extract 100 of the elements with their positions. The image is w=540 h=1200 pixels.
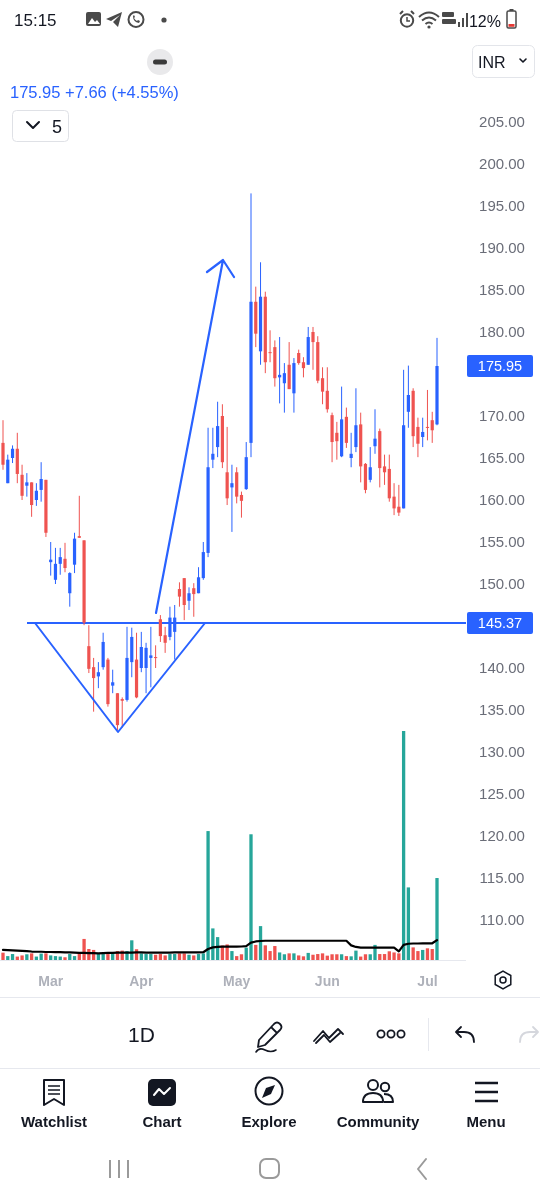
candlestick (1, 419, 5, 471)
bar (292, 953, 296, 960)
bar (158, 954, 163, 960)
y-tick-label: 120.00 (479, 827, 525, 844)
candlestick (163, 626, 167, 654)
candlestick (87, 624, 91, 674)
bar (425, 948, 430, 960)
bar (25, 954, 29, 960)
candlestick (373, 408, 377, 455)
bar (68, 954, 72, 960)
bar (239, 954, 244, 960)
candlestick (239, 491, 244, 519)
bar (401, 731, 406, 960)
y-tick-label: 150.00 (479, 575, 525, 592)
x-tick-label: Apr (129, 973, 154, 989)
candlestick (111, 669, 115, 694)
bar (10, 954, 15, 960)
candlestick (196, 566, 201, 594)
bar (421, 949, 425, 960)
candlestick (92, 657, 96, 713)
candlestick (430, 411, 434, 444)
bar (416, 951, 420, 960)
candlestick (187, 586, 191, 611)
bar (249, 834, 253, 960)
bar (330, 954, 334, 960)
y-tick-label: 185.00 (479, 281, 525, 298)
bar (235, 956, 239, 960)
candlestick (63, 542, 67, 573)
bar (192, 955, 196, 960)
bar (29, 953, 34, 960)
y-tick-label: 200.00 (479, 155, 525, 172)
y-tick-label: 130.00 (479, 743, 525, 760)
x-tick-label: May (223, 973, 251, 989)
bar (354, 950, 358, 960)
bar (163, 955, 167, 960)
bar (168, 954, 172, 960)
candlestick (58, 547, 62, 576)
candlestick (68, 571, 72, 608)
bar (382, 954, 387, 960)
candlestick (154, 644, 158, 669)
candlestick (20, 464, 24, 501)
y-tick-label: 195.00 (479, 197, 525, 214)
text: 12% (468, 13, 501, 30)
candlestick (216, 401, 220, 458)
candlestick (192, 582, 196, 618)
candlestick (382, 454, 387, 486)
bar (287, 953, 291, 960)
candlestick (6, 454, 10, 484)
text: INR (478, 54, 506, 71)
y-tick-label: 160.00 (479, 491, 525, 508)
y-tick-label: 170.00 (479, 407, 525, 424)
candlestick (177, 581, 182, 608)
y-tick-label: 140.00 (479, 659, 525, 676)
candlestick (421, 417, 425, 448)
x-tick-label: Mar (38, 973, 64, 989)
text: 1D (128, 1023, 155, 1046)
y-tick-label: 165.00 (479, 449, 525, 466)
candlestick (34, 482, 38, 507)
bar (206, 831, 210, 960)
candlestick (96, 661, 100, 689)
bar (1, 952, 5, 960)
y-tick-label: 135.00 (479, 701, 525, 718)
candlestick (39, 461, 43, 503)
bar (63, 957, 67, 960)
candlestick (230, 464, 234, 533)
bar (144, 954, 148, 960)
candlestick (320, 366, 325, 405)
bar (430, 949, 434, 960)
y-tick-label: 180.00 (479, 323, 525, 340)
x-tick-label: Jul (417, 973, 438, 989)
bar (44, 953, 48, 960)
bar (301, 956, 306, 960)
x-tick-label: Jun (314, 973, 340, 989)
text: Community (336, 1113, 420, 1130)
bar (20, 955, 24, 960)
candlestick (211, 427, 215, 469)
text: Menu (466, 1113, 506, 1130)
y-tick-label: 115.00 (479, 869, 525, 886)
bar (106, 954, 110, 960)
y-tick-label: 190.00 (479, 239, 525, 256)
text: Explore (241, 1113, 297, 1130)
bar (254, 944, 258, 960)
bar (230, 951, 234, 960)
bar (196, 954, 201, 960)
bar (435, 878, 439, 960)
chart-subtitle: 175.95 +7.66 (+4.55%) (10, 83, 179, 101)
candlestick (25, 472, 29, 498)
bar (72, 956, 77, 960)
candlestick (30, 481, 34, 518)
annotation: 5 (51, 117, 63, 137)
candlestick (425, 389, 430, 441)
bar (363, 954, 368, 960)
bar (392, 952, 396, 960)
y-tick-label: 110.00 (479, 911, 525, 928)
y-tick-label: 205.00 (479, 113, 525, 130)
bar (320, 953, 325, 960)
bar (297, 955, 301, 960)
y-tick-label: 125.00 (479, 785, 525, 802)
bar (49, 955, 53, 960)
text: 175.95 (477, 358, 523, 375)
